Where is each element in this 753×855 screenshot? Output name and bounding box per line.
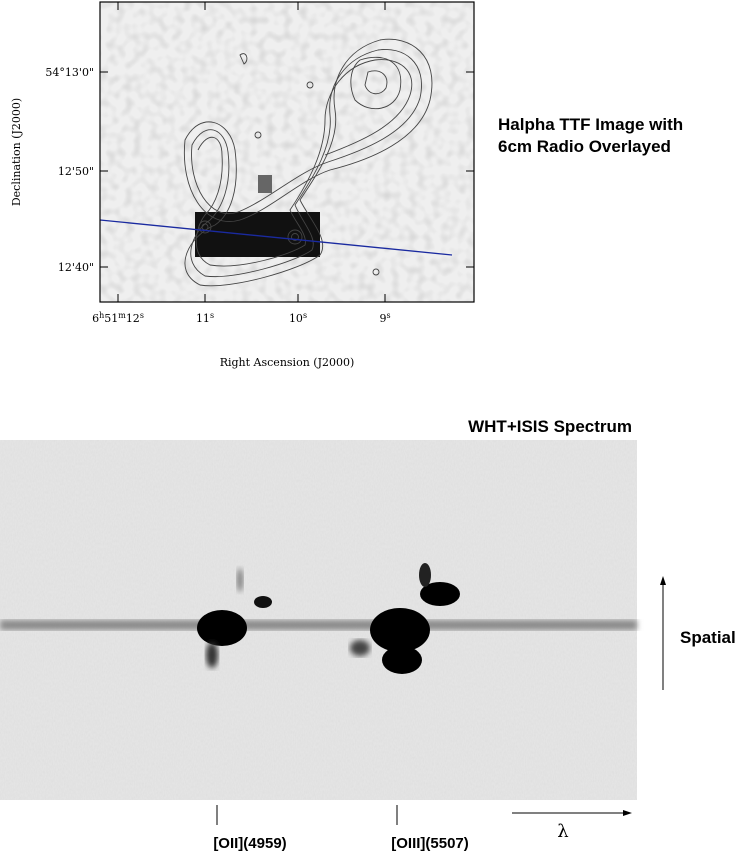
spatial-label: Spatial — [680, 628, 736, 647]
image-frame — [99, 1, 475, 303]
y-tick-label: 12'50" — [58, 165, 94, 178]
x-axis-label: Right Ascension (J2000) — [220, 356, 355, 369]
y-tick-label: 54°13'0" — [45, 66, 94, 79]
caption-line: 6cm Radio Overlayed — [498, 137, 671, 156]
radio-contours — [183, 38, 433, 287]
spatial-arrowhead — [660, 576, 666, 585]
wavelength-label: λ — [557, 821, 568, 842]
wavelength-arrowhead — [623, 810, 632, 816]
x-tick-label: 11s — [196, 311, 214, 325]
line-label: [OIII](5507) — [391, 835, 469, 852]
bright-region — [195, 212, 320, 257]
y-tick-label: 12'40" — [58, 261, 94, 274]
emission-lines — [197, 563, 460, 674]
spectrum-panel: WHT+ISIS Spectrum Spatial [OII](4959) [O… — [0, 417, 736, 852]
x-tick-label: 10s — [289, 311, 307, 325]
slit-line — [99, 219, 453, 256]
caption-line: Halpha TTF Image with — [498, 115, 683, 134]
image-panel: 54°13'0" 12'50" 12'40" 6h51m12s 11s 10s … — [10, 1, 683, 369]
knot — [258, 175, 272, 193]
x-tick-label: 6h51m12s — [92, 311, 144, 325]
x-tick-label: 9s — [379, 311, 390, 325]
tick-marks — [100, 2, 474, 302]
y-axis-label: Declination (J2000) — [10, 98, 23, 206]
spectrum-title: WHT+ISIS Spectrum — [468, 417, 632, 436]
line-label: [OII](4959) — [213, 835, 286, 852]
continuum-trace — [0, 620, 637, 630]
